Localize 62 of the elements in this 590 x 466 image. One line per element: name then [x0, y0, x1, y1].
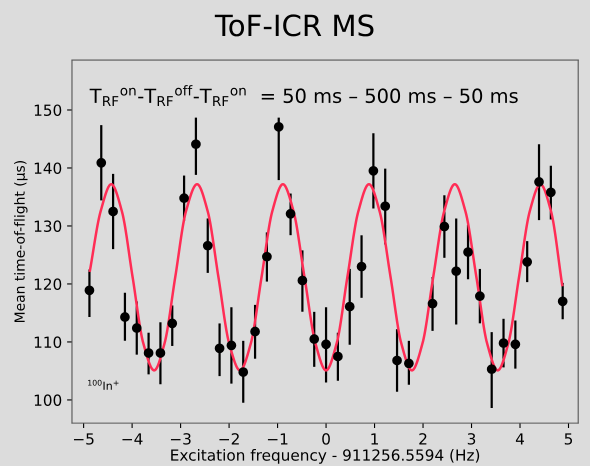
point [558, 296, 568, 306]
point [475, 291, 485, 301]
point [546, 187, 556, 198]
point [510, 339, 520, 350]
point [274, 122, 284, 132]
y-tick-label: 110 [34, 336, 62, 348]
x-tick-label: 1 [371, 433, 378, 444]
x-tick-label: 0 [322, 433, 330, 445]
x-tick-label: −3 [170, 433, 191, 445]
annotation: $^{100}$In$^{+}$ [88, 380, 119, 390]
point [309, 334, 320, 344]
y-tick-label: 120 [34, 278, 62, 290]
point [498, 338, 508, 348]
point [356, 262, 366, 272]
y-tick-label: 130 [34, 220, 62, 232]
point [522, 257, 532, 267]
x-tick-label: −1 [268, 433, 288, 444]
point [96, 158, 106, 168]
point [262, 252, 272, 262]
y-tick-label: 150 [34, 104, 62, 116]
y-tick-label: 140 [34, 162, 62, 174]
point [440, 222, 450, 232]
point [226, 340, 236, 350]
x-tick-label: 5 [564, 433, 572, 445]
point [344, 302, 355, 312]
y-tick-label: 100 [34, 394, 62, 406]
point [132, 323, 142, 333]
y-axis-title: Mean time-of-flight (μs) [14, 161, 28, 322]
chart-title: ToF-ICR MS [214, 14, 374, 36]
point [286, 208, 296, 219]
point [250, 326, 260, 336]
x-tick-label: −5 [74, 433, 94, 445]
point [120, 312, 130, 322]
x-tick-label: 3 [468, 433, 476, 445]
point [179, 193, 189, 203]
point [380, 201, 390, 212]
point [392, 356, 402, 366]
point [84, 285, 94, 296]
point [238, 367, 248, 377]
point [321, 339, 331, 350]
x-tick-label: −2 [219, 433, 239, 444]
point [167, 318, 178, 328]
point [463, 247, 473, 257]
point [451, 266, 462, 276]
point [108, 206, 118, 216]
x-axis-title: Excitation frequency - 911256.5594 (Hz) [171, 449, 480, 464]
point [486, 364, 497, 374]
x-tick-label: 4 [516, 433, 524, 444]
point [333, 352, 343, 362]
x-tick-label: −4 [122, 433, 143, 444]
point [428, 298, 438, 309]
point [202, 240, 213, 251]
point [404, 358, 414, 368]
point [156, 348, 166, 358]
point [214, 343, 224, 354]
point [191, 139, 201, 150]
point [534, 177, 544, 187]
point [298, 276, 308, 286]
point [144, 348, 154, 358]
x-tick-label: 2 [419, 433, 426, 444]
text: T$_{RF}$$^{on}$-T$_{RF}$$^{off}$-T$_{RF}$$^{on}$ = 50 ms – 500 ms – 50 ms [90, 85, 518, 106]
point [368, 166, 378, 176]
